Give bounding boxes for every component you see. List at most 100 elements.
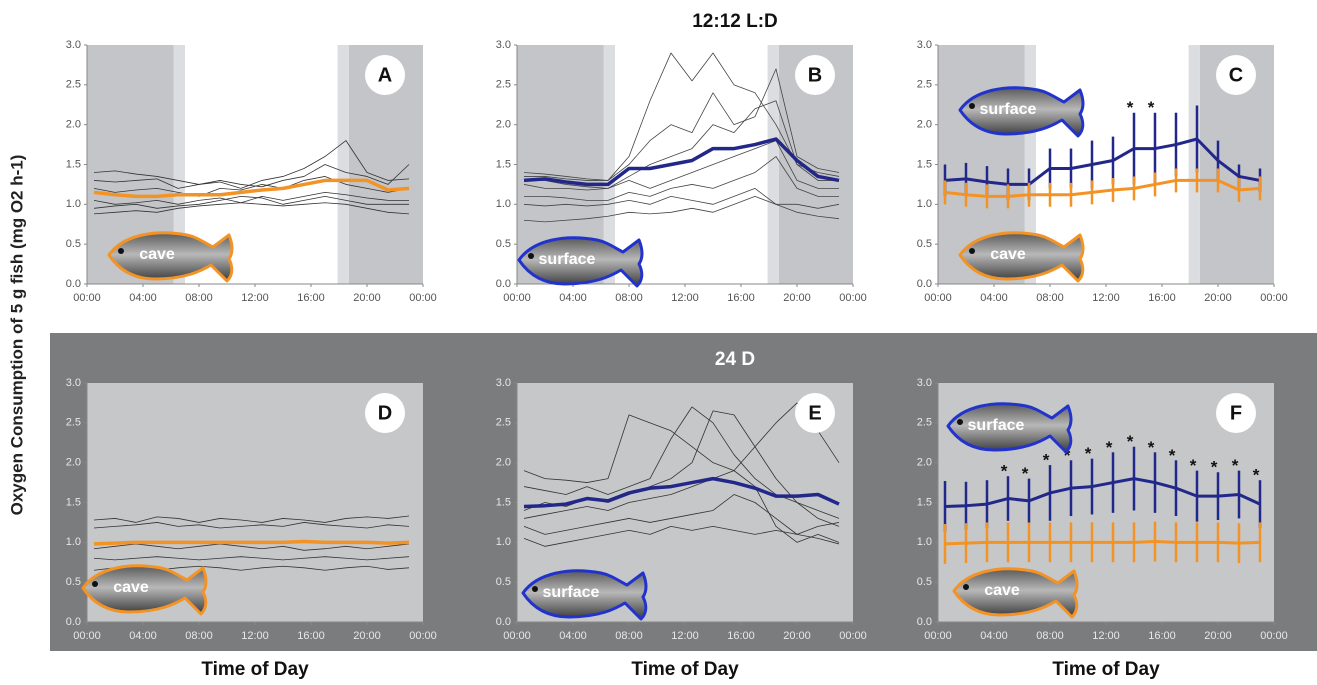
fish-icon: cave: [107, 231, 234, 283]
y-tick-label: 0.5: [917, 238, 932, 250]
significance-marker: *: [1127, 98, 1134, 117]
fish-icon: cave: [81, 564, 208, 616]
x-tick-label: 12:00: [1092, 292, 1120, 304]
x-tick-label: 08:00: [185, 630, 213, 642]
y-tick-label: 0.0: [496, 278, 511, 290]
y-tick-label: 3.0: [496, 377, 511, 389]
x-tick-label: 12:00: [241, 292, 269, 304]
y-tick-label: 1.5: [917, 158, 932, 170]
fish-label: cave: [113, 579, 149, 596]
twilight-period: [1188, 45, 1200, 284]
mean-line: [523, 137, 840, 187]
y-tick-label: 0.5: [66, 576, 81, 588]
fish-icon: surface: [958, 86, 1085, 138]
fish-body: [958, 86, 1085, 138]
x-tick-label: 08:00: [1036, 292, 1064, 304]
x-tick-label: 16:00: [727, 292, 755, 304]
individual-line: [93, 556, 410, 561]
fish-eye: [963, 584, 969, 590]
fish-body: [958, 231, 1085, 283]
panel-badge: [365, 55, 405, 95]
individual-line: [93, 543, 410, 551]
y-tick-label: 3.0: [66, 377, 81, 389]
panel-badge: [365, 393, 405, 433]
y-tick-label: 2.0: [496, 119, 511, 131]
y-tick-label: 0.0: [917, 278, 932, 290]
fish-label: cave: [139, 246, 175, 263]
x-tick-label: 16:00: [727, 630, 755, 642]
y-tick-label: 2.0: [66, 119, 81, 131]
y-tick-label: 0.5: [496, 238, 511, 250]
x-tick-label: 00:00: [924, 292, 952, 304]
y-tick-label: 2.5: [66, 79, 81, 91]
mean-line: [944, 477, 1261, 508]
x-tick-label: 04:00: [129, 630, 157, 642]
fish-icon: cave: [952, 567, 1079, 619]
y-tick-label: 3.0: [496, 39, 511, 51]
fish-icon: cave: [958, 231, 1085, 283]
x-tick-label: 04:00: [129, 292, 157, 304]
panel-letter: A: [378, 64, 392, 86]
x-tick-label: 08:00: [185, 292, 213, 304]
significance-marker: *: [1232, 456, 1239, 475]
y-tick-label: 3.0: [917, 377, 932, 389]
fish-label: surface: [980, 101, 1037, 118]
fish-eye: [532, 586, 538, 592]
y-tick-label: 2.5: [66, 417, 81, 429]
x-tick-label: 00:00: [839, 292, 867, 304]
y-tick-label: 2.0: [917, 457, 932, 469]
x-tick-label: 00:00: [73, 630, 101, 642]
y-tick-label: 0.0: [66, 616, 81, 628]
significance-marker: *: [1085, 444, 1092, 463]
significance-marker: *: [1022, 464, 1029, 483]
y-tick-label: 1.5: [496, 158, 511, 170]
individual-line: [523, 470, 840, 543]
significance-marker: *: [1106, 438, 1113, 457]
x-tick-label: 20:00: [353, 630, 381, 642]
y-tick-label: 1.0: [66, 536, 81, 548]
y-tick-label: 1.0: [496, 198, 511, 210]
y-tick-label: 1.5: [496, 496, 511, 508]
significance-marker: *: [1064, 446, 1071, 465]
y-tick-label: 2.5: [496, 79, 511, 91]
y-tick-label: 2.0: [66, 457, 81, 469]
x-tick-label: 12:00: [1092, 630, 1120, 642]
individual-line: [93, 140, 410, 189]
individual-line: [93, 191, 409, 205]
y-tick-label: 2.5: [917, 417, 932, 429]
x-tick-label: 12:00: [671, 630, 699, 642]
significance-marker: *: [1043, 451, 1050, 470]
individual-line: [93, 515, 410, 523]
fish-label: cave: [984, 582, 1020, 599]
y-tick-label: 3.0: [917, 39, 932, 51]
mean-line: [944, 178, 1261, 198]
y-tick-label: 1.0: [917, 198, 932, 210]
x-tick-label: 00:00: [73, 292, 101, 304]
individual-line: [93, 202, 410, 215]
individual-line: [523, 140, 839, 191]
significance-marker: *: [1148, 98, 1155, 117]
x-tick-label: 04:00: [559, 292, 587, 304]
y-tick-label: 0.0: [496, 616, 511, 628]
panel-badge: [1216, 393, 1256, 433]
individual-line: [523, 402, 840, 483]
x-tick-label: 20:00: [1204, 292, 1232, 304]
x-tick-label: 04:00: [980, 292, 1008, 304]
fish-label: cave: [990, 246, 1026, 263]
x-tick-label: 00:00: [839, 630, 867, 642]
x-tick-label: 08:00: [615, 292, 643, 304]
x-tick-label: 16:00: [297, 630, 325, 642]
fish-icon: surface: [517, 236, 644, 288]
y-tick-label: 3.0: [66, 39, 81, 51]
twilight-period: [1024, 45, 1036, 284]
mean-line: [944, 540, 1261, 546]
fish-label: surface: [539, 251, 596, 268]
mean-line: [93, 178, 410, 199]
x-axis-label: Time of Day: [1052, 659, 1160, 680]
mean-line: [944, 137, 1261, 186]
significance-marker: *: [1190, 456, 1197, 475]
mean-line: [523, 476, 840, 509]
fish-body: [952, 567, 1079, 619]
x-tick-label: 12:00: [671, 292, 699, 304]
